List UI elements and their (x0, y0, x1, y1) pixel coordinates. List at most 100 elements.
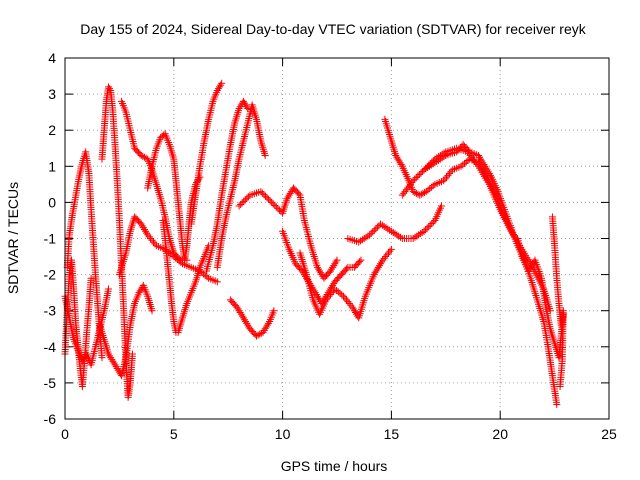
data-point (262, 192, 270, 200)
data-point (526, 265, 534, 273)
data-point (241, 316, 249, 324)
data-point (476, 153, 484, 161)
data-point (370, 271, 378, 279)
data-point (235, 307, 243, 315)
data-point (217, 81, 225, 89)
data-point (422, 226, 430, 234)
data-point (105, 83, 113, 91)
series-prn-b (63, 148, 106, 362)
data-point (344, 298, 352, 306)
data-point (268, 198, 276, 206)
data-point (400, 189, 408, 197)
data-point (315, 294, 323, 302)
data-point (87, 274, 95, 282)
data-point (411, 175, 419, 183)
data-point (168, 251, 176, 259)
data-point (414, 172, 422, 180)
data-point (218, 79, 226, 87)
data-point (416, 230, 424, 238)
data-point (398, 191, 406, 199)
data-point (409, 235, 417, 242)
data-point (406, 180, 414, 188)
data-point (367, 229, 375, 237)
data-point (427, 183, 435, 191)
data-point (348, 303, 356, 311)
data-point (428, 220, 436, 228)
data-point (433, 157, 441, 165)
data-point (473, 160, 481, 168)
data-point (484, 168, 492, 176)
data-point (387, 227, 395, 235)
data-point (331, 285, 339, 293)
series-prn-j (187, 79, 226, 228)
data-point (312, 290, 320, 298)
data-point (369, 228, 377, 236)
data-point (243, 319, 251, 327)
data-point (148, 236, 156, 244)
data-point (238, 199, 246, 207)
data-point (265, 195, 273, 203)
data-point (113, 364, 121, 372)
series-prn-q (344, 202, 445, 246)
data-point (436, 155, 444, 163)
data-point (242, 101, 250, 109)
data-point (107, 354, 115, 362)
data-point (417, 190, 425, 198)
data-point (404, 184, 412, 192)
data-point (386, 247, 394, 255)
tick-labels: 0 5 10 15 20 25 -6 -5 -4 -3 -2 -1 0 1 2 3 4 (44, 50, 617, 442)
series-prn-k (202, 97, 252, 275)
series-prn-v (548, 213, 567, 391)
data-point (443, 173, 451, 181)
data-point (140, 153, 148, 161)
data-point (379, 256, 387, 264)
data-point (142, 227, 150, 235)
data-point (143, 229, 151, 237)
data-point (470, 157, 478, 165)
data-point (343, 265, 351, 273)
data-point (461, 159, 469, 167)
data-point (380, 254, 388, 262)
data-point (392, 151, 400, 159)
data-point (236, 103, 244, 111)
data-point (462, 158, 470, 166)
data-point (151, 240, 159, 248)
data-point (260, 327, 268, 335)
data-point (420, 227, 428, 235)
series-prn-a (61, 256, 95, 391)
y-axis-label: SDTVAR / TECUs (5, 182, 21, 294)
data-point (269, 200, 277, 208)
data-point (431, 159, 439, 167)
series-prn-n (235, 184, 341, 282)
data-point (425, 223, 433, 231)
data-point (387, 245, 395, 253)
data-point (105, 350, 113, 358)
data-point (397, 160, 405, 168)
data-point (331, 260, 339, 268)
data-point (393, 153, 401, 161)
chart-title: Day 155 of 2024, Sidereal Day-to-day VTE… (80, 21, 586, 37)
data-point (261, 325, 269, 333)
data-point (378, 258, 386, 266)
data-point (357, 256, 365, 264)
data-point (351, 309, 359, 317)
data-point (362, 233, 370, 241)
data-point (426, 221, 434, 229)
data-point (480, 160, 488, 168)
y-tick-label: -2 (44, 267, 57, 283)
data-point (264, 319, 272, 327)
data-point (459, 161, 467, 169)
data-point (201, 271, 209, 279)
series-prn-l (213, 101, 269, 271)
data-point (145, 233, 153, 241)
data-point (382, 253, 390, 261)
x-tick-label: 10 (275, 426, 291, 442)
data-point (258, 189, 266, 197)
data-point (377, 220, 385, 228)
data-point (317, 269, 325, 277)
data-point (412, 174, 420, 182)
data-point (144, 231, 152, 239)
data-point (81, 354, 89, 362)
data-point (373, 265, 381, 273)
data-point (383, 251, 391, 259)
